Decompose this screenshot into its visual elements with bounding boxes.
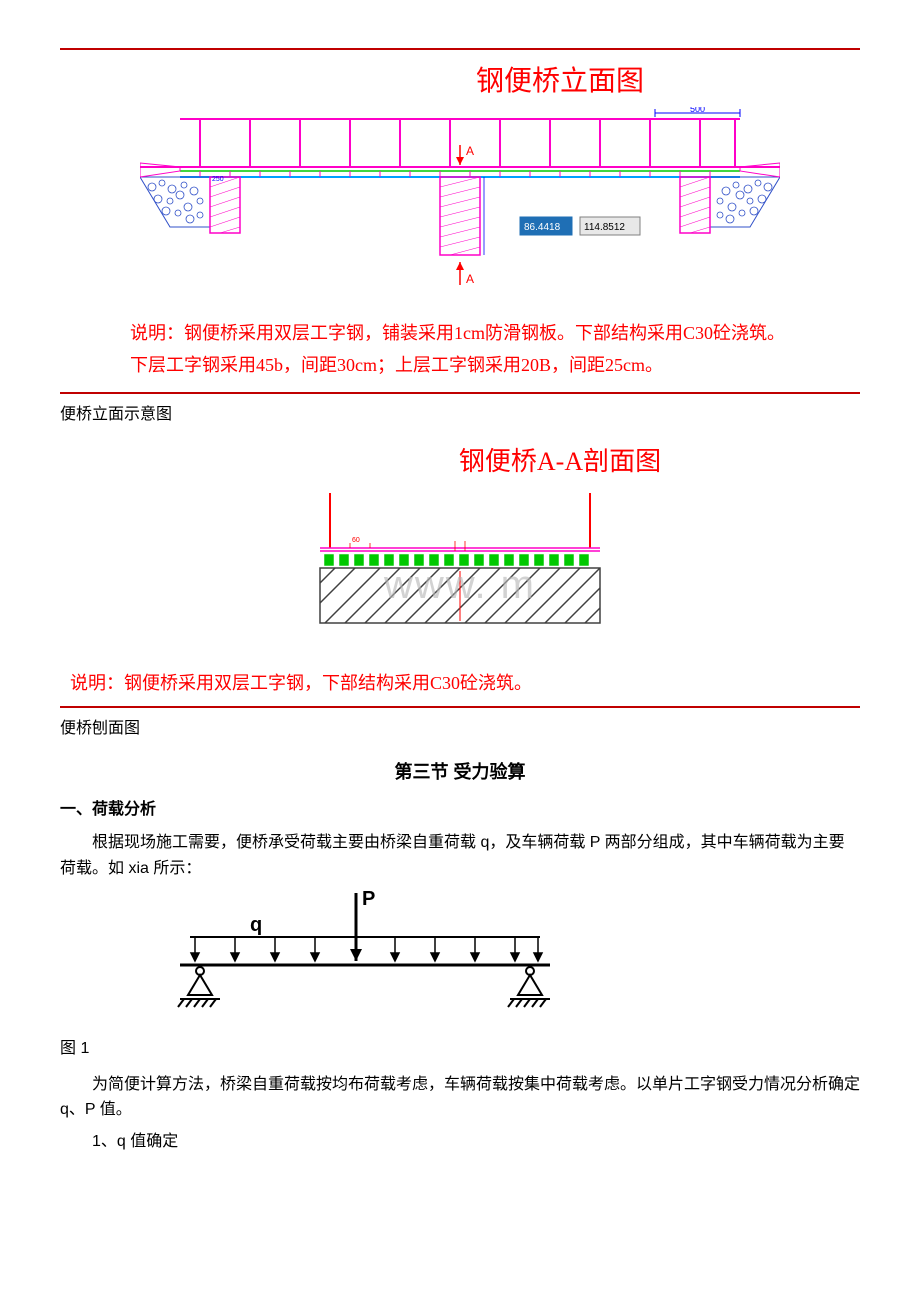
elevation-figure: 钢便桥立面图 500 (110, 60, 810, 382)
elevation-svg: 500 (140, 107, 780, 307)
svg-text:A: A (466, 272, 474, 286)
svg-text:60: 60 (352, 537, 360, 544)
section-svg: 60 (270, 493, 650, 643)
label-q: q (250, 914, 262, 936)
section-note: 说明：钢便桥采用双层工字钢，下部结构采用C30砼浇筑。 (70, 669, 850, 698)
rule-3 (60, 706, 860, 708)
dim-top: 500 (690, 107, 705, 114)
caption-elevation: 便桥立面示意图 (60, 402, 860, 428)
top-rule (60, 48, 860, 50)
elevation-note: 说明：钢便桥采用双层工字钢，铺装采用1cm防滑钢板。下部结构采用C30砼浇筑。下… (130, 317, 790, 382)
badge-group: 86.4418 114.8512 (520, 217, 640, 235)
right-abutment (680, 177, 780, 233)
para-2: 为简便计算方法，桥梁自重荷载按均布荷载考虑，车辆荷载按集中荷载考虑。以单片工字钢… (60, 1072, 860, 1123)
badge1-text: 86.4418 (524, 222, 561, 233)
load-diagram: P q (160, 891, 860, 1030)
dim-left: 250 (212, 176, 224, 183)
caption-section: 便桥刨面图 (60, 716, 860, 742)
subheading-1: 一、荷载分析 (60, 797, 860, 823)
label-p: P (362, 891, 375, 910)
badge2-text: 114.8512 (584, 222, 625, 233)
section-title: 钢便桥A-A剖面图 (260, 441, 860, 483)
section-mark-a-bottom: A (456, 262, 474, 286)
rule-2 (60, 392, 860, 394)
section-mark-a-top: A (456, 144, 474, 165)
svg-text:A: A (466, 144, 474, 158)
elevation-title: 钢便桥立面图 (310, 60, 810, 105)
para-3: 1、q 值确定 (60, 1129, 860, 1155)
section-figure: 60 www. m (60, 493, 860, 652)
heading-section-3: 第三节 受力验算 (60, 758, 860, 787)
para-1: 根据现场施工需要，便桥承受荷载主要由桥梁自重荷载 q，及车辆荷载 P 两部分组成… (60, 830, 860, 881)
center-pier (440, 177, 484, 255)
left-abutment: 250 (140, 176, 240, 233)
figure-1-label: 图 1 (60, 1036, 860, 1062)
